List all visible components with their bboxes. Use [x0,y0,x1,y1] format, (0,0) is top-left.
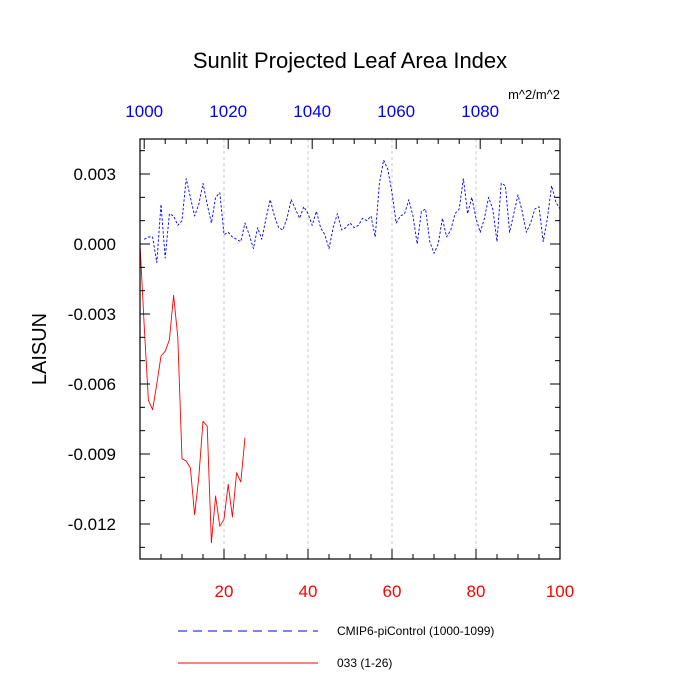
legend-label-cmip6: CMIP6-piControl (1000-1099) [337,624,494,638]
x-top-tick-label: 1080 [461,102,499,121]
y-tick-label: -0.009 [68,445,116,464]
vertical-grid [223,139,477,559]
x-bottom-tick-label: 80 [467,582,486,601]
x-top-tick-label: 1060 [377,102,415,121]
series-group [139,159,561,544]
y-tick-label: 0.003 [73,165,116,184]
x-top-tick-label: 1000 [125,102,163,121]
x-bottom-tick-label: 100 [546,582,574,601]
series-line-033 [139,243,246,544]
x-bottom-tick-label: 20 [215,582,234,601]
y-tick-label: 0.000 [73,235,116,254]
x-bottom-tick-label: 40 [299,582,318,601]
y-tick-label: -0.003 [68,305,116,324]
x-top-tick-label: 1020 [209,102,247,121]
legend: CMIP6-piControl (1000-1099) 033 (1-26) [178,624,494,670]
legend-label-033: 033 (1-26) [337,656,392,670]
y-tick-label: -0.006 [68,375,116,394]
tick-marks [140,139,561,559]
units-label: m^2/m^2 [508,87,560,102]
chart-title: Sunlit Projected Leaf Area Index [193,48,507,73]
y-tick-label: -0.012 [68,515,116,534]
x-top-tick-label: 1040 [293,102,331,121]
tick-labels: 20 40 60 80 100 1000 1020 1040 1060 1080 0.003 0.00… [68,102,574,601]
y-axis-title: LAISUN [29,313,51,385]
x-bottom-tick-label: 60 [383,582,402,601]
